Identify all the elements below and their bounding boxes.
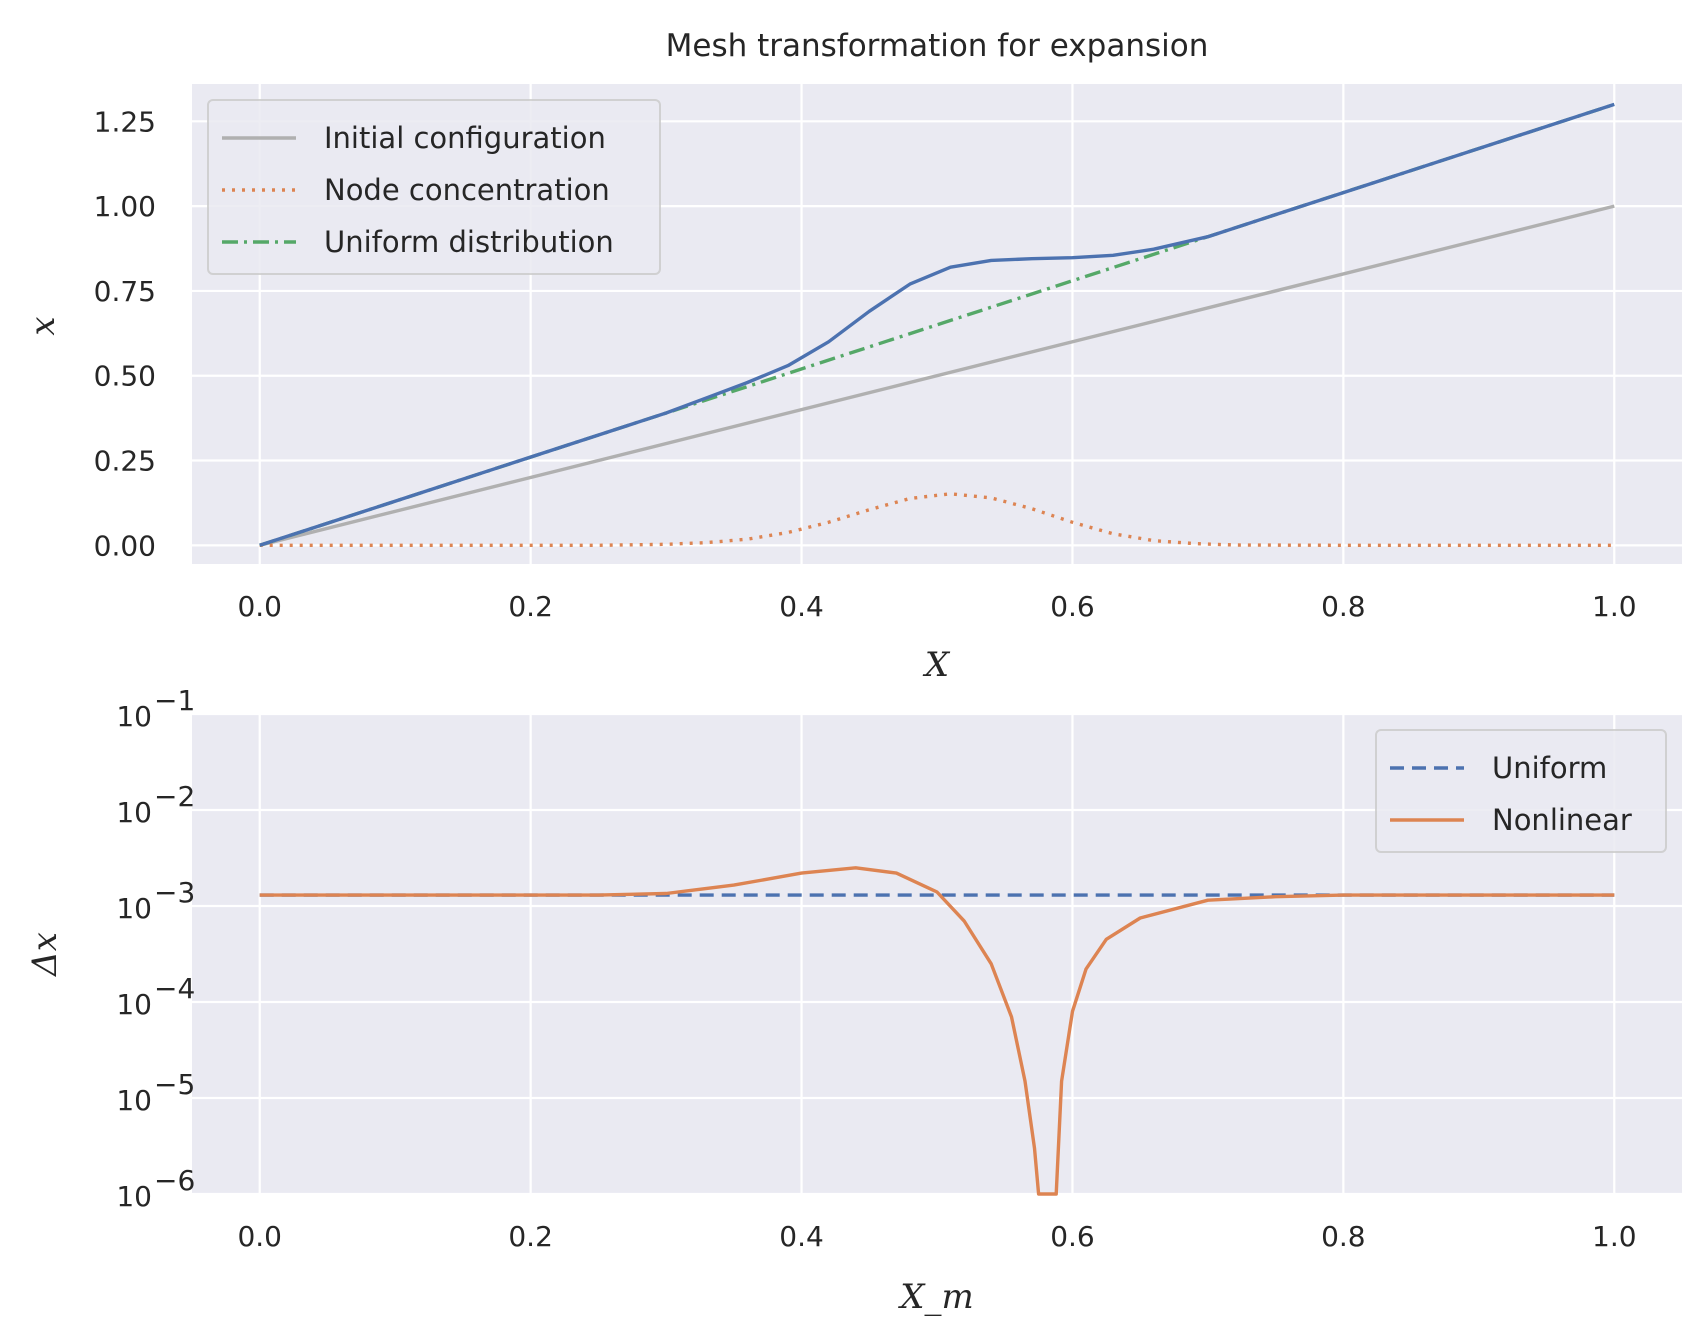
legend-label: Uniform distribution bbox=[324, 225, 614, 259]
y-tick-label: 10 bbox=[116, 892, 152, 925]
y-tick-exponent: −1 bbox=[154, 684, 195, 717]
series-line-mapping-3 bbox=[259, 102, 1615, 547]
x-tick-label: 0.8 bbox=[1321, 1220, 1366, 1253]
x-tick-label: 0.4 bbox=[779, 1220, 824, 1253]
legend-frame bbox=[207, 99, 661, 275]
y-tick-label: 0.00 bbox=[94, 529, 156, 562]
series-line-initial-configuration bbox=[259, 204, 1615, 547]
y-tick-label: 10 bbox=[116, 796, 152, 829]
y-tick-label: 10 bbox=[116, 988, 152, 1021]
x-tick-label: 0.4 bbox=[779, 590, 824, 623]
y-tick-label: 0.75 bbox=[94, 275, 156, 308]
y-tick-label: 0.50 bbox=[94, 360, 156, 393]
x-tick-label: 0.0 bbox=[237, 1220, 282, 1253]
y-tick-exponent: −4 bbox=[154, 972, 195, 1005]
legend-label: Nonlinear bbox=[1492, 803, 1632, 837]
y-tick-exponent: −6 bbox=[154, 1164, 195, 1197]
y-tick-label: 0.25 bbox=[94, 445, 156, 478]
bottom-tick-labels: 0.0 0.2 0.4 0.6 0.8 1.010−610−510−410−310−210… bbox=[116, 684, 1636, 1253]
bottom-y-axis-label: Δx bbox=[25, 932, 65, 978]
x-tick-label: 0.2 bbox=[508, 590, 553, 623]
legend-label: Uniform bbox=[1492, 751, 1607, 785]
top-x-axis-label: X bbox=[922, 645, 951, 685]
bottom-chart: 0.0 0.2 0.4 0.6 0.8 1.010−610−510−410−310−210… bbox=[25, 684, 1682, 1317]
top-tick-labels: 0.0 0.2 0.4 0.6 0.8 1.0 0.00 0.25 0.50 0.75 1.00 1.… bbox=[94, 105, 1637, 623]
y-tick-exponent: −5 bbox=[154, 1068, 195, 1101]
bottom-x-axis-label: X_m bbox=[897, 1277, 973, 1317]
series-line-nonlinear bbox=[259, 866, 1615, 1196]
y-tick-exponent: −2 bbox=[154, 780, 195, 813]
legend-label: Initial configuration bbox=[324, 121, 606, 155]
y-tick-label: 1.00 bbox=[94, 190, 156, 223]
x-tick-label: 0.6 bbox=[1050, 590, 1095, 623]
chart-title: Mesh transformation for expansion bbox=[666, 28, 1209, 64]
top-chart: 0.0 0.2 0.4 0.6 0.8 1.0 0.00 0.25 0.50 0.75 1.00 1.… bbox=[23, 28, 1682, 685]
legend-label: Node concentration bbox=[324, 173, 610, 207]
y-tick-label: 10 bbox=[116, 1084, 152, 1117]
bottom-legend: Uniform Nonlinear bbox=[1375, 729, 1667, 853]
top-y-axis-label: x bbox=[23, 316, 63, 335]
x-tick-label: 0.6 bbox=[1050, 1220, 1095, 1253]
x-tick-label: 0.0 bbox=[237, 590, 282, 623]
top-series bbox=[259, 102, 1615, 547]
x-tick-label: 1.0 bbox=[1592, 1220, 1637, 1253]
y-tick-label: 10 bbox=[116, 1180, 152, 1213]
x-tick-label: 1.0 bbox=[1592, 590, 1637, 623]
y-tick-label: 10 bbox=[116, 700, 152, 733]
bottom-series bbox=[259, 866, 1615, 1196]
y-tick-label: 1.25 bbox=[94, 105, 156, 138]
y-tick-exponent: −3 bbox=[154, 876, 195, 909]
x-tick-label: 0.2 bbox=[508, 1220, 553, 1253]
x-tick-label: 0.8 bbox=[1321, 590, 1366, 623]
top-legend: Initial configuration Node concentration U… bbox=[207, 99, 661, 275]
